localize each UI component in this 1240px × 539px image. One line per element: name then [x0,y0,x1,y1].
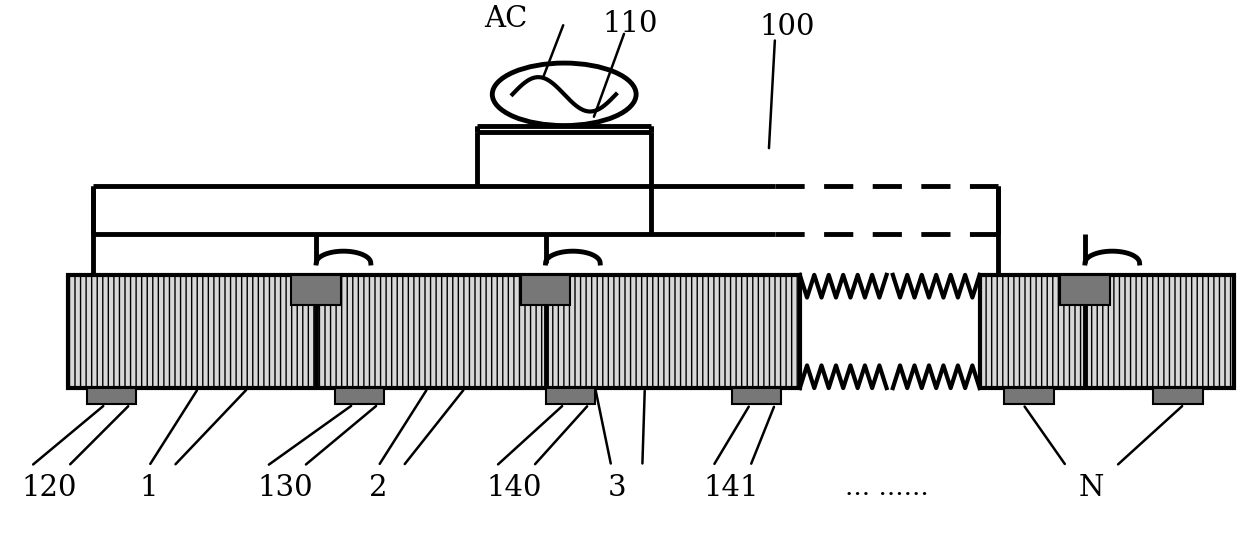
Bar [87,388,136,404]
Bar [335,388,384,404]
Bar [1004,388,1054,404]
Text: AC: AC [485,5,527,33]
Text: 2: 2 [370,474,387,502]
Text: 120: 120 [22,474,77,502]
Text: ... ......: ... ...... [844,475,929,500]
Bar [980,275,1234,388]
Bar [546,388,595,404]
Bar [291,275,341,305]
Text: 100: 100 [760,13,815,41]
Text: 3: 3 [608,474,627,502]
Bar [68,275,800,388]
Bar [1153,388,1203,404]
Text: 1: 1 [140,474,157,502]
Text: 130: 130 [258,474,312,502]
Text: 110: 110 [603,10,657,38]
Text: 140: 140 [487,474,542,502]
Bar [1060,275,1110,305]
Text: 141: 141 [704,474,759,502]
Bar [732,388,781,404]
Text: N: N [1079,474,1104,502]
Bar [521,275,570,305]
